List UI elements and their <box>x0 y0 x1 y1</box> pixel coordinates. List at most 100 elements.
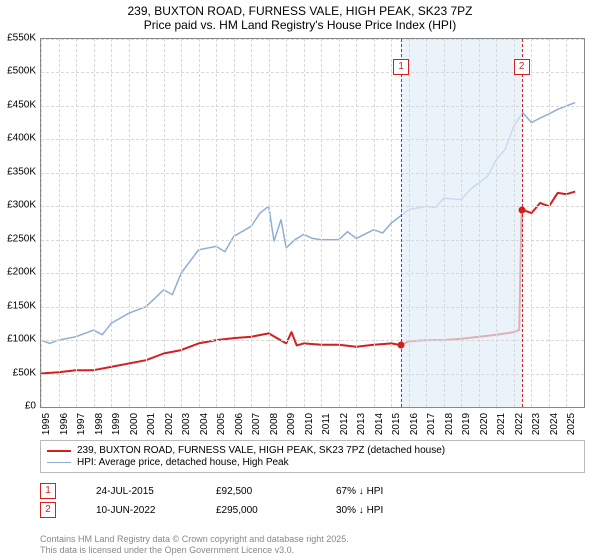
gridline-vertical <box>339 39 340 407</box>
gridline-vertical <box>199 39 200 407</box>
sale-date: 24-JUL-2015 <box>96 486 216 497</box>
x-axis-tick-label: 1999 <box>111 413 122 435</box>
sale-marker-badge: 2 <box>514 59 530 75</box>
gridline-vertical <box>356 39 357 407</box>
gridline-horizontal <box>41 273 584 274</box>
gridline-horizontal <box>41 173 584 174</box>
x-axis-tick-label: 2024 <box>549 413 560 435</box>
x-axis-tick-label: 2004 <box>199 413 210 435</box>
x-axis-tick-label: 2000 <box>129 413 140 435</box>
x-axis-tick-label: 2009 <box>286 413 297 435</box>
y-axis-tick-label: £200K <box>0 267 36 278</box>
x-axis-tick-label: 2001 <box>146 413 157 435</box>
footer-copyright: Contains HM Land Registry data © Crown c… <box>40 534 349 545</box>
gridline-vertical <box>514 39 515 407</box>
sale-marker-badge: 1 <box>393 59 409 75</box>
gridline-vertical <box>181 39 182 407</box>
x-axis-tick-label: 2021 <box>496 413 507 435</box>
sales-table: 1 24-JUL-2015 £92,500 67% ↓ HPI 2 10-JUN… <box>40 480 585 521</box>
attribution-footer: Contains HM Land Registry data © Crown c… <box>40 534 349 557</box>
gridline-vertical <box>496 39 497 407</box>
sale-date: 10-JUN-2022 <box>96 505 216 516</box>
gridline-vertical <box>269 39 270 407</box>
sale-marker-line <box>401 39 402 407</box>
chart-plot-area: 1995199619971998199920002001200220032004… <box>40 38 585 408</box>
x-axis-tick-label: 2015 <box>391 413 402 435</box>
gridline-vertical <box>566 39 567 407</box>
x-axis-tick-label: 2014 <box>374 413 385 435</box>
gridline-vertical <box>479 39 480 407</box>
y-axis-tick-label: £450K <box>0 99 36 110</box>
gridline-vertical <box>76 39 77 407</box>
gridline-vertical <box>461 39 462 407</box>
gridline-vertical <box>286 39 287 407</box>
sale-marker-line <box>522 39 523 407</box>
gridline-vertical <box>234 39 235 407</box>
y-axis-tick-label: £400K <box>0 133 36 144</box>
x-axis-tick-label: 2006 <box>234 413 245 435</box>
x-axis-tick-label: 1995 <box>41 413 52 435</box>
x-axis-tick-label: 2019 <box>461 413 472 435</box>
gridline-vertical <box>251 39 252 407</box>
gridline-horizontal <box>41 139 584 140</box>
x-axis-tick-label: 1996 <box>59 413 70 435</box>
x-axis-tick-label: 2017 <box>426 413 437 435</box>
x-axis-tick-label: 1998 <box>94 413 105 435</box>
gridline-vertical <box>426 39 427 407</box>
legend-swatch-hpi <box>47 462 71 463</box>
sale-marker-dot <box>518 206 525 213</box>
x-axis-tick-label: 2003 <box>181 413 192 435</box>
gridline-horizontal <box>41 340 584 341</box>
gridline-horizontal <box>41 206 584 207</box>
legend-row-price-paid: 239, BUXTON ROAD, FURNESS VALE, HIGH PEA… <box>47 445 578 456</box>
gridline-vertical <box>111 39 112 407</box>
sale-marker-dot <box>398 342 405 349</box>
gridline-horizontal <box>41 374 584 375</box>
x-axis-tick-label: 2022 <box>514 413 525 435</box>
gridline-horizontal <box>41 39 584 40</box>
x-axis-tick-label: 2025 <box>566 413 577 435</box>
chart-titles: 239, BUXTON ROAD, FURNESS VALE, HIGH PEA… <box>0 0 600 32</box>
x-axis-tick-label: 2012 <box>339 413 350 435</box>
sale-hpi-diff: 30% ↓ HPI <box>336 505 456 516</box>
table-row: 2 10-JUN-2022 £295,000 30% ↓ HPI <box>40 502 585 518</box>
gridline-vertical <box>391 39 392 407</box>
gridline-vertical <box>59 39 60 407</box>
gridline-vertical <box>304 39 305 407</box>
gridline-horizontal <box>41 307 584 308</box>
y-axis-tick-label: £150K <box>0 300 36 311</box>
x-axis-tick-label: 2010 <box>304 413 315 435</box>
x-axis-tick-label: 1997 <box>76 413 87 435</box>
table-row: 1 24-JUL-2015 £92,500 67% ↓ HPI <box>40 483 585 499</box>
gridline-horizontal <box>41 72 584 73</box>
footer-licence: This data is licensed under the Open Gov… <box>40 545 349 556</box>
legend-row-hpi: HPI: Average price, detached house, High… <box>47 457 578 468</box>
legend-label-price-paid: 239, BUXTON ROAD, FURNESS VALE, HIGH PEA… <box>77 445 445 456</box>
sale-price: £92,500 <box>216 486 336 497</box>
gridline-vertical <box>216 39 217 407</box>
sale-marker-badge: 2 <box>40 502 56 518</box>
gridline-vertical <box>321 39 322 407</box>
x-axis-tick-label: 2005 <box>216 413 227 435</box>
x-axis-tick-label: 2008 <box>269 413 280 435</box>
title-subtitle: Price paid vs. HM Land Registry's House … <box>0 18 600 32</box>
x-axis-tick-label: 2013 <box>356 413 367 435</box>
gridline-vertical <box>444 39 445 407</box>
y-axis-tick-label: £300K <box>0 200 36 211</box>
y-axis-tick-label: £100K <box>0 334 36 345</box>
title-address: 239, BUXTON ROAD, FURNESS VALE, HIGH PEA… <box>0 4 600 18</box>
y-axis-tick-label: £50K <box>0 367 36 378</box>
y-axis-tick-label: £550K <box>0 33 36 44</box>
x-axis-tick-label: 2018 <box>444 413 455 435</box>
gridline-vertical <box>549 39 550 407</box>
x-axis-tick-label: 2020 <box>479 413 490 435</box>
legend-label-hpi: HPI: Average price, detached house, High… <box>77 457 289 468</box>
gridline-horizontal <box>41 240 584 241</box>
gridline-horizontal <box>41 106 584 107</box>
gridline-vertical <box>531 39 532 407</box>
y-axis-tick-label: £500K <box>0 66 36 77</box>
gridline-vertical <box>409 39 410 407</box>
gridline-vertical <box>374 39 375 407</box>
sale-marker-badge: 1 <box>40 483 56 499</box>
legend-box: 239, BUXTON ROAD, FURNESS VALE, HIGH PEA… <box>40 440 585 473</box>
